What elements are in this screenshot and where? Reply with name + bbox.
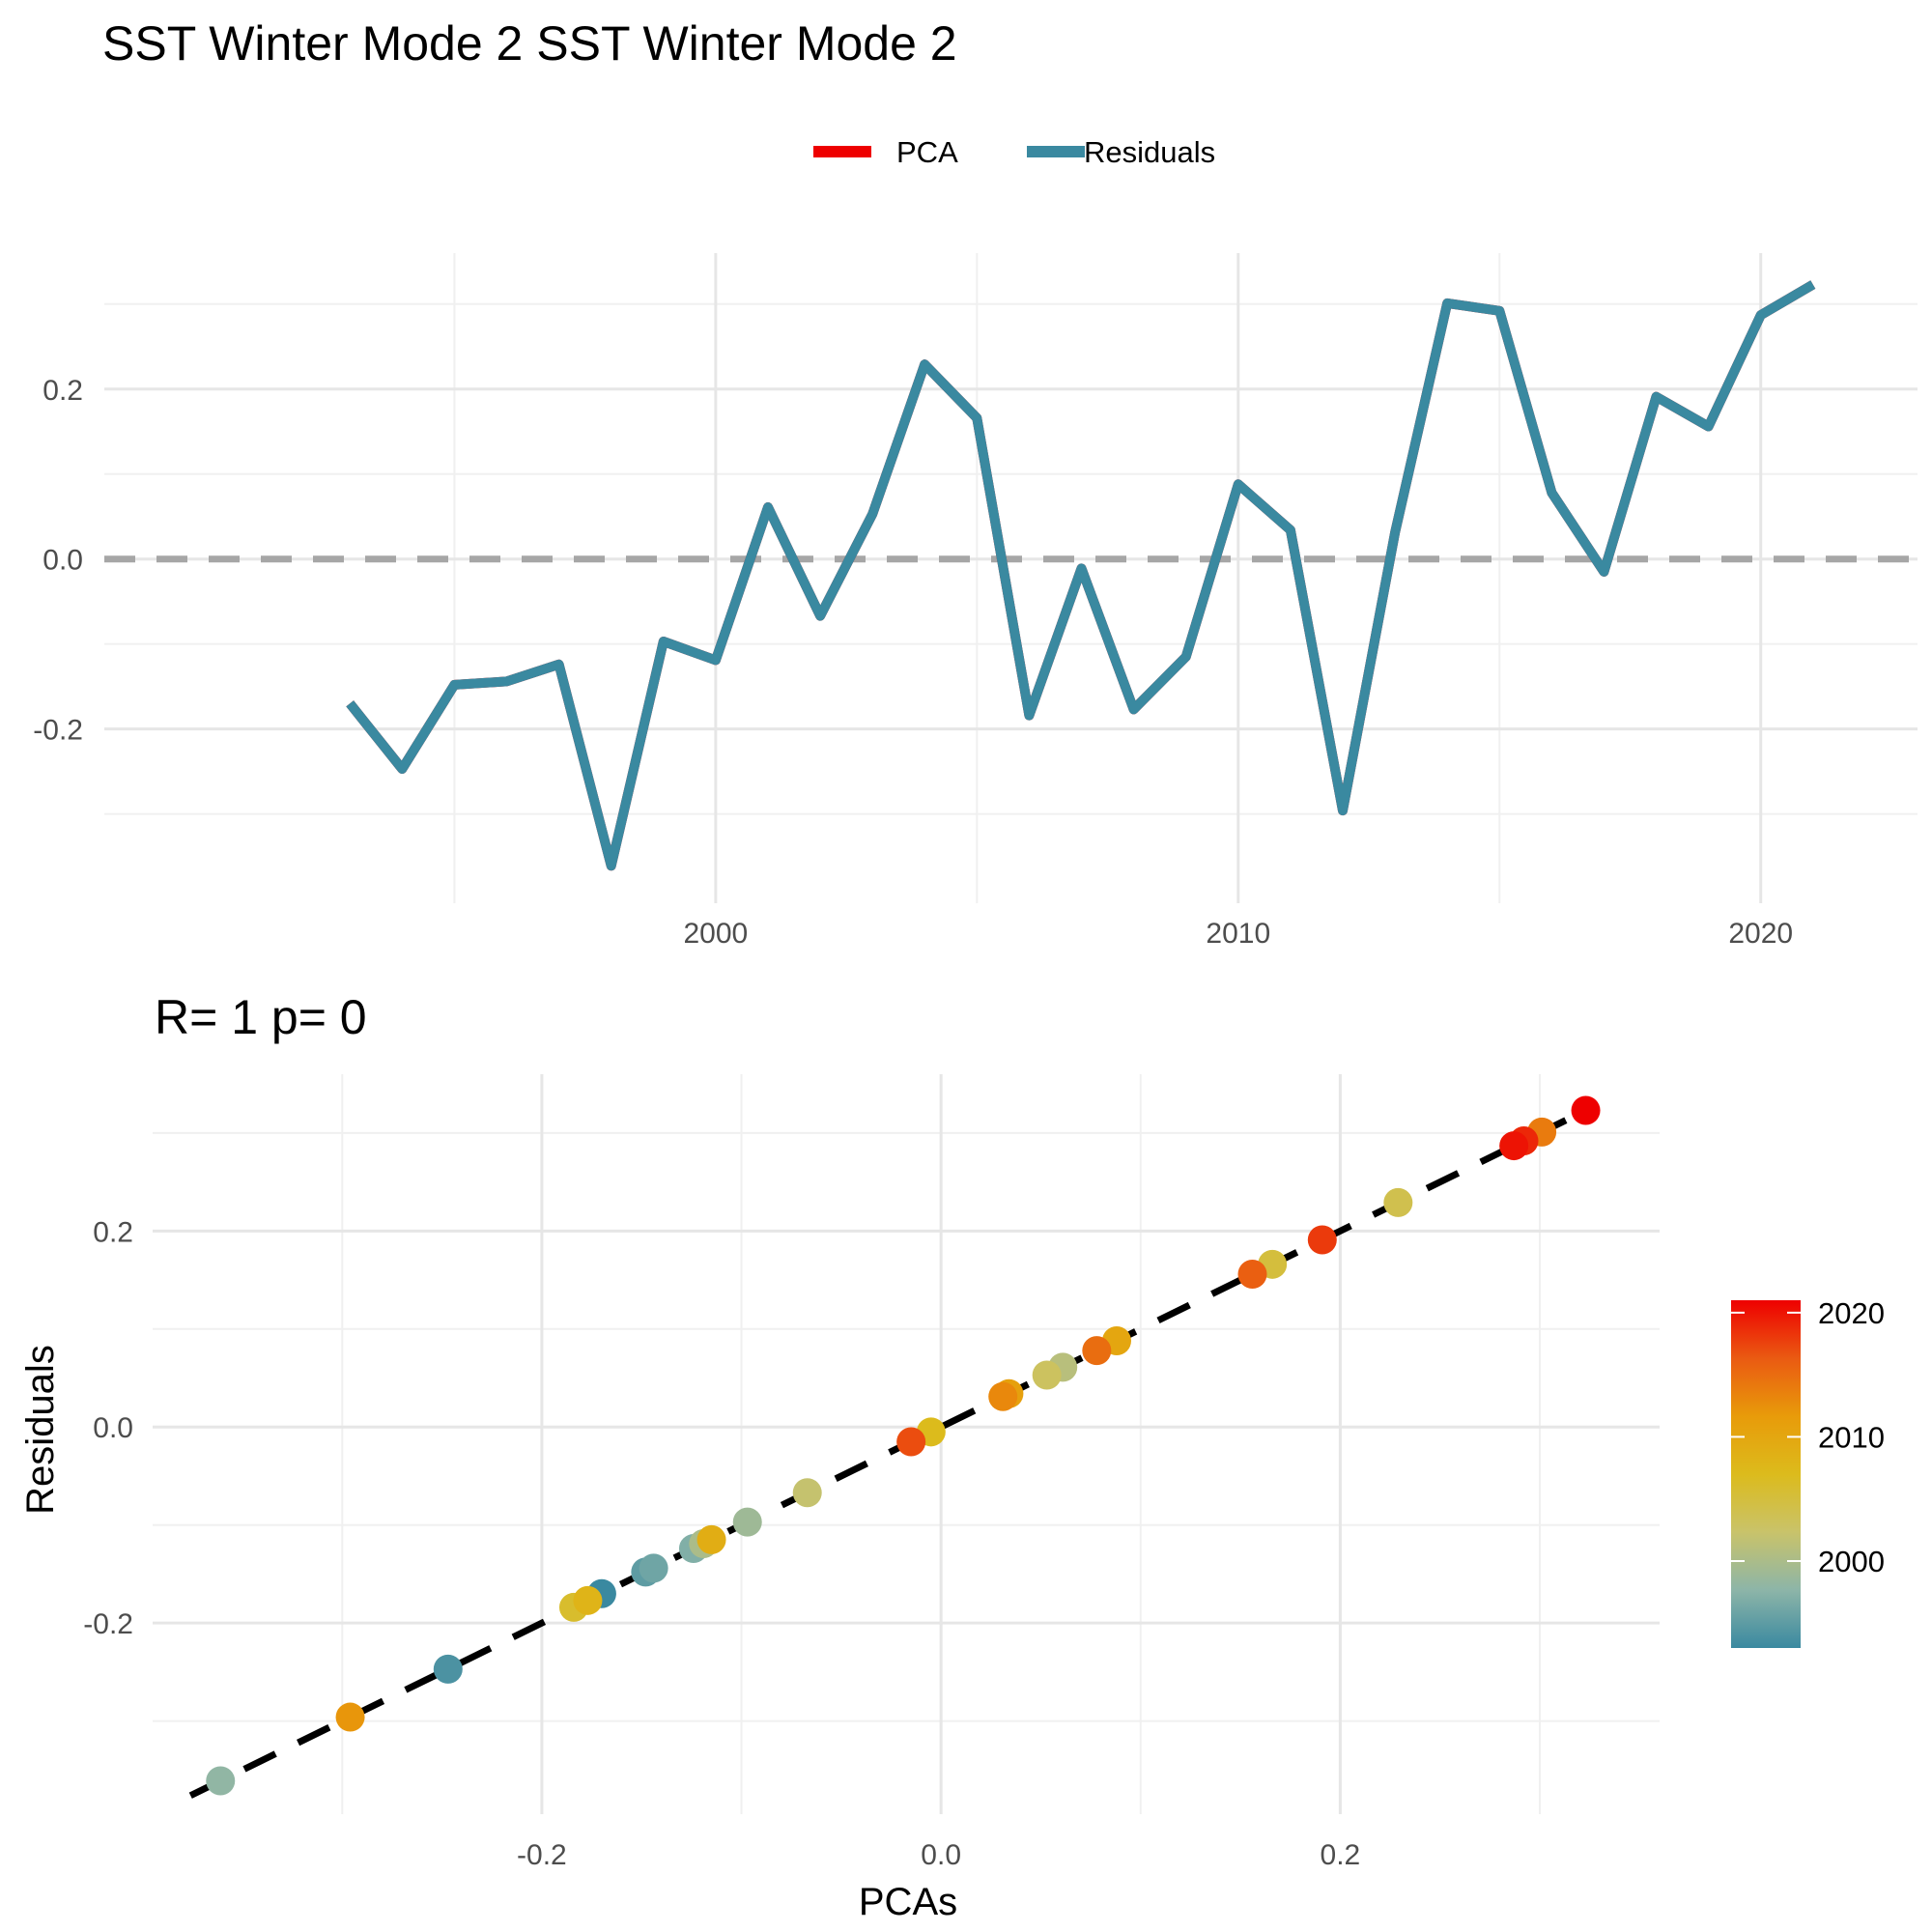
x-axis-title: PCAs [859, 1881, 957, 1923]
scatter-point [792, 1478, 822, 1508]
scatter-panel: R= 1 p= 0 -0.2 0.0 0.2 -0.2 0.0 0.2 PCAs Res… [19, 990, 1660, 1923]
y-tick-label: 0.0 [43, 545, 83, 577]
scatter-point [573, 1585, 603, 1615]
legend: PCA Residuals [813, 135, 1215, 169]
series-line-residuals [346, 280, 1816, 871]
scatter-x-tick-labels: -0.2 0.0 0.2 [517, 1839, 1360, 1871]
color-bar-tick-label: 2000 [1818, 1545, 1885, 1578]
scatter-point [1082, 1336, 1112, 1366]
fit-line [188, 1104, 1594, 1799]
x-tick-label: 0.0 [921, 1839, 961, 1871]
scatter-point [1571, 1095, 1601, 1125]
x-tick-label: 0.2 [1321, 1839, 1361, 1871]
legend-label-pca: PCA [896, 135, 958, 169]
scatter-point [206, 1766, 236, 1796]
x-tick-label: 2020 [1728, 918, 1793, 950]
time-series-x-tick-labels: 2000 2010 2020 [684, 918, 1794, 950]
figure-title: SST Winter Mode 2 SST Winter Mode 2 [102, 16, 957, 71]
scatter-point [896, 1427, 926, 1457]
legend-key-residuals [1027, 146, 1085, 157]
scatter-point [1499, 1131, 1529, 1161]
scatter-point [1383, 1187, 1413, 1217]
legend-key-pca [813, 146, 871, 157]
x-tick-label: 2000 [684, 918, 749, 950]
time-series-panel: -0.2 0.0 0.2 2000 2010 2020 [33, 253, 1918, 950]
y-tick-label: -0.2 [33, 715, 83, 747]
scatter-point [1307, 1225, 1337, 1255]
time-series-grid [104, 253, 1918, 903]
y-axis-title: Residuals [19, 1345, 62, 1515]
y-tick-label: 0.2 [43, 375, 83, 407]
color-bar [1731, 1300, 1801, 1648]
color-bar-ticks: 2000 2010 2020 [1731, 1296, 1885, 1578]
y-tick-label: 0.2 [93, 1216, 133, 1248]
scatter-point [696, 1524, 726, 1554]
color-legend: 2000 2010 2020 [1731, 1296, 1885, 1648]
scatter-y-tick-labels: -0.2 0.0 0.2 [83, 1216, 133, 1640]
scatter-point [1032, 1360, 1062, 1390]
y-tick-label: 0.0 [93, 1412, 133, 1444]
scatter-point [639, 1553, 668, 1583]
scatter-title: R= 1 p= 0 [155, 990, 367, 1044]
x-tick-label: -0.2 [517, 1839, 567, 1871]
time-series-y-tick-labels: -0.2 0.0 0.2 [33, 375, 83, 747]
x-tick-label: 2010 [1206, 918, 1270, 950]
scatter-point [988, 1381, 1018, 1411]
y-tick-label: -0.2 [83, 1608, 133, 1640]
color-bar-tick-label: 2020 [1818, 1296, 1885, 1330]
scatter-point [1237, 1259, 1267, 1289]
scatter-points [206, 1095, 1601, 1796]
scatter-point [335, 1702, 365, 1732]
legend-label-residuals: Residuals [1084, 135, 1215, 169]
scatter-point [732, 1507, 762, 1537]
scatter-grid [153, 1074, 1660, 1814]
color-bar-tick-label: 2010 [1818, 1420, 1885, 1454]
scatter-point [433, 1654, 463, 1684]
